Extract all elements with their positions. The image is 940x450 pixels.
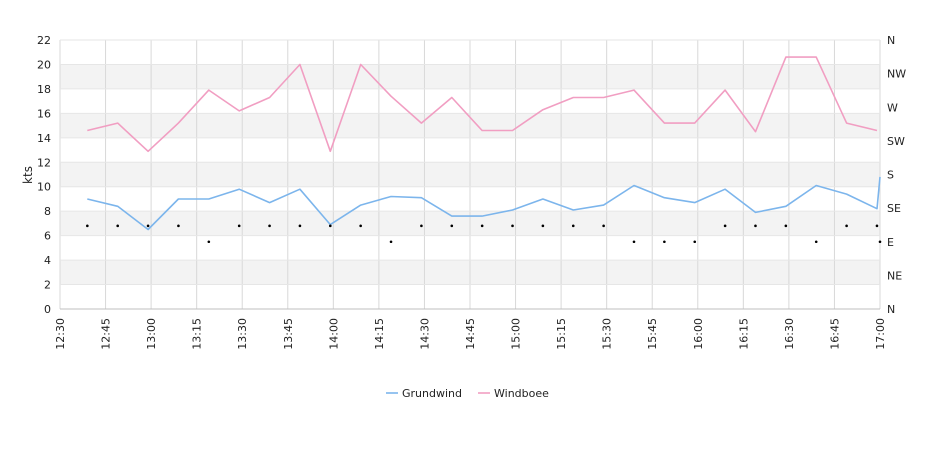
y-tick-label: 20 — [37, 58, 51, 71]
y-tick-label: 2 — [44, 279, 51, 292]
horizontal-gridlines — [60, 39, 880, 310]
series-line-windboee — [87, 56, 878, 153]
y-tick-label: 4 — [44, 254, 51, 267]
x-tick-label: 13:45 — [282, 318, 295, 350]
direction-point — [632, 240, 636, 244]
legend-item-windboee[interactable]: Windboee — [478, 387, 549, 400]
y-axis-tick-labels: 0 2 4 6 8 10 12 14 16 18 20 22 — [37, 34, 51, 316]
direction-point — [328, 224, 332, 228]
direction-label: E — [887, 236, 894, 249]
legend-item-grundwind[interactable]: Grundwind — [386, 387, 462, 400]
direction-point — [511, 224, 514, 228]
direction-point — [359, 224, 362, 228]
x-tick-label: 15:45 — [646, 318, 659, 350]
direction-point — [723, 224, 727, 228]
direction-point — [268, 224, 271, 228]
direction-label: SW — [887, 135, 905, 148]
direction-point — [389, 240, 393, 244]
legend-label: Windboee — [494, 387, 549, 400]
x-tick-label: 13:15 — [191, 318, 204, 350]
y-tick-label: 0 — [44, 303, 51, 316]
direction-label: S — [887, 169, 894, 182]
direction-point — [450, 224, 454, 228]
x-tick-label: 13:00 — [145, 318, 158, 350]
x-tick-label: 14:45 — [464, 318, 477, 350]
direction-label: N — [887, 303, 895, 316]
y-tick-label: 18 — [37, 83, 51, 96]
vertical-gridlines — [59, 40, 881, 309]
direction-point — [177, 224, 180, 228]
y-tick-label: 8 — [44, 205, 51, 218]
direction-points — [86, 224, 882, 244]
x-tick-label: 16:15 — [737, 318, 750, 350]
x-tick-label: 17:00 — [874, 318, 887, 350]
direction-point — [878, 240, 882, 244]
y-tick-label: 10 — [37, 181, 51, 194]
y-tick-label: 16 — [37, 107, 51, 120]
x-tick-label: 14:30 — [418, 318, 431, 350]
direction-label: SE — [887, 202, 901, 215]
direction-point — [298, 224, 302, 228]
direction-label: NW — [887, 68, 906, 81]
y-tick-label: 6 — [44, 230, 51, 243]
direction-point — [845, 224, 848, 228]
legend-label: Grundwind — [402, 387, 462, 400]
x-tick-label: 12:30 — [54, 318, 67, 350]
series-line-grundwind — [87, 176, 881, 231]
direction-point — [693, 240, 697, 244]
x-tick-label: 15:00 — [510, 318, 523, 350]
x-tick-label: 14:15 — [373, 318, 386, 350]
direction-point — [754, 224, 757, 228]
direction-point — [784, 224, 788, 228]
y-tick-label: 12 — [37, 156, 51, 169]
direction-point — [207, 240, 211, 244]
direction-point — [541, 224, 545, 228]
direction-point — [420, 224, 423, 228]
legend: Grundwind Windboee — [386, 387, 549, 400]
y-tick-label: 22 — [37, 34, 51, 47]
direction-point — [116, 224, 120, 228]
x-tick-label: 15:15 — [555, 318, 568, 350]
y-tick-label: 14 — [37, 132, 51, 145]
direction-label: NE — [887, 269, 902, 282]
direction-point — [480, 224, 484, 228]
y-axis-title: kts — [21, 166, 35, 184]
direction-point — [814, 240, 818, 244]
x-tick-label: 16:45 — [828, 318, 841, 350]
direction-point — [875, 224, 879, 228]
right-axis-direction-labels: N NE E SE S SW W NW N — [887, 34, 906, 316]
x-axis-tick-labels: 12:30 12:45 13:00 13:15 13:30 13:45 14:00 14:15… — [54, 318, 887, 350]
series-lines — [87, 56, 881, 231]
x-tick-label: 14:00 — [327, 318, 340, 350]
x-tick-label: 12:45 — [100, 318, 113, 350]
direction-point — [602, 224, 605, 228]
x-tick-label: 16:30 — [783, 318, 796, 350]
x-tick-label: 16:00 — [692, 318, 705, 350]
direction-label: W — [887, 101, 898, 114]
direction-point — [571, 224, 575, 228]
direction-label: N — [887, 34, 895, 47]
x-tick-label: 15:30 — [601, 318, 614, 350]
direction-point — [237, 224, 241, 228]
direction-point — [86, 224, 89, 228]
x-tick-label: 13:30 — [236, 318, 249, 350]
direction-point — [663, 240, 666, 244]
direction-point — [146, 224, 150, 228]
